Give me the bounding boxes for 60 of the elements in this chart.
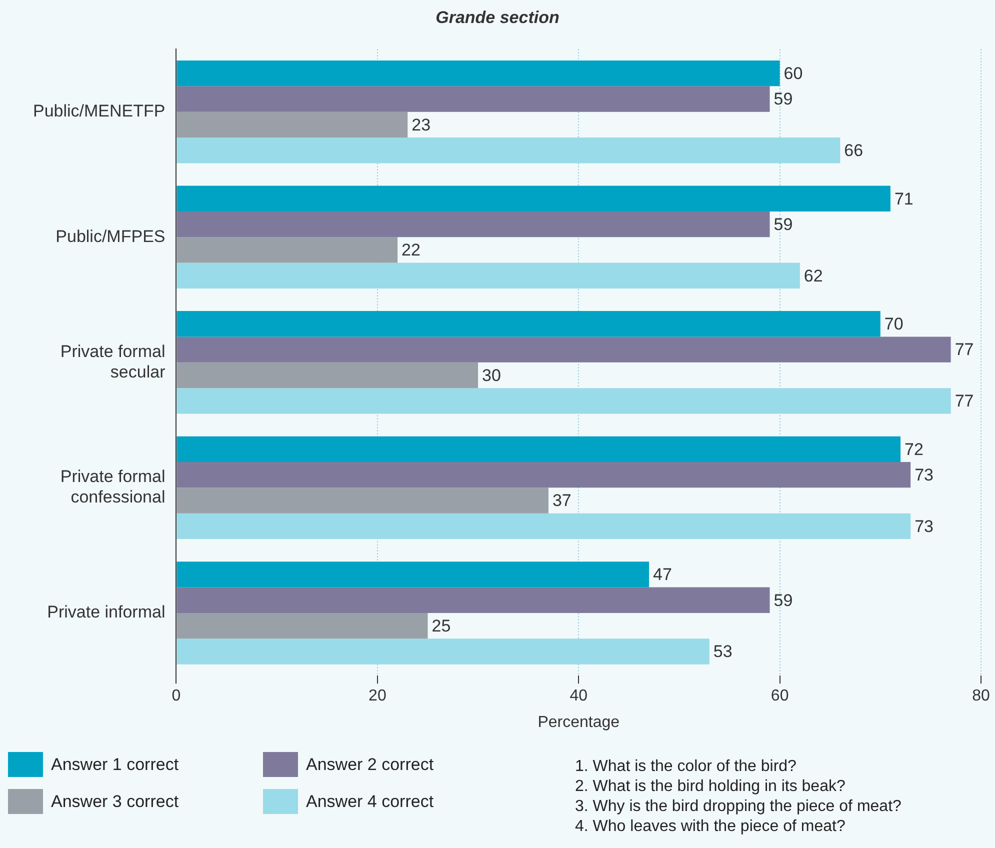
bar <box>176 513 911 540</box>
data-label: 23 <box>412 115 431 134</box>
data-label: 59 <box>774 214 793 234</box>
bar <box>176 488 548 514</box>
x-tick-label: 40 <box>570 688 588 705</box>
y-tick-label: Private informal <box>47 602 166 622</box>
data-label: 47 <box>653 565 672 584</box>
data-label: 77 <box>954 392 974 411</box>
bar <box>176 86 770 112</box>
legend-label: Answer 1 correct <box>51 754 179 774</box>
bar <box>176 60 780 86</box>
bar <box>176 211 770 238</box>
y-tick-label: Public/MENETFP <box>33 102 166 121</box>
data-label: 37 <box>552 491 572 510</box>
bar <box>176 362 478 388</box>
data-label: 59 <box>774 90 793 109</box>
data-label: 72 <box>904 440 924 459</box>
text: 4. Who leaves with the piece of meat? <box>575 817 846 837</box>
chart-title: Grande section <box>434 8 560 28</box>
bar <box>176 587 770 613</box>
y-tick-label: Private formal confessional <box>60 467 166 507</box>
bar <box>176 336 951 362</box>
legend-label: Answer 4 correct <box>306 792 434 812</box>
text: 3. Why is the bird dropping the piece of meat? <box>575 797 902 817</box>
bar <box>176 612 428 639</box>
data-label: 22 <box>402 240 420 260</box>
data-label: 25 <box>432 616 451 636</box>
x-tick-label: 20 <box>368 688 386 705</box>
bar <box>176 112 408 138</box>
text: 1. What is the color of the bird? <box>575 757 798 777</box>
bar <box>176 638 710 664</box>
text: 2. What is the bird holding in its beak? <box>575 777 846 797</box>
bar <box>176 436 901 462</box>
y-tick-label: Private formal secular <box>60 342 166 382</box>
x-tick-label: 80 <box>972 688 990 705</box>
legend-label: Answer 2 correct <box>306 754 434 774</box>
data-label: 70 <box>884 314 904 334</box>
data-label: 73 <box>914 516 934 536</box>
bar <box>176 186 890 212</box>
bar <box>176 138 840 164</box>
x-axis-title: Percentage <box>538 714 620 731</box>
bar <box>176 388 951 414</box>
bar <box>176 237 398 263</box>
data-label: 60 <box>784 64 803 84</box>
bar <box>176 262 800 288</box>
y-tick-label: Public/MFPES <box>56 226 166 246</box>
bar <box>176 311 880 337</box>
bar <box>176 562 650 588</box>
data-label: 71 <box>894 189 914 208</box>
x-tick-label: 60 <box>770 688 789 705</box>
data-label: 30 <box>482 366 501 385</box>
data-label: 53 <box>713 642 732 662</box>
legend-label: Answer 3 correct <box>51 792 179 812</box>
data-label: 73 <box>914 466 934 485</box>
data-label: 59 <box>774 590 793 610</box>
data-label: 66 <box>844 141 864 160</box>
x-tick-label: 0 <box>172 688 181 705</box>
data-label: 62 <box>804 266 823 286</box>
bar <box>176 462 911 488</box>
data-label: 77 <box>954 340 974 360</box>
